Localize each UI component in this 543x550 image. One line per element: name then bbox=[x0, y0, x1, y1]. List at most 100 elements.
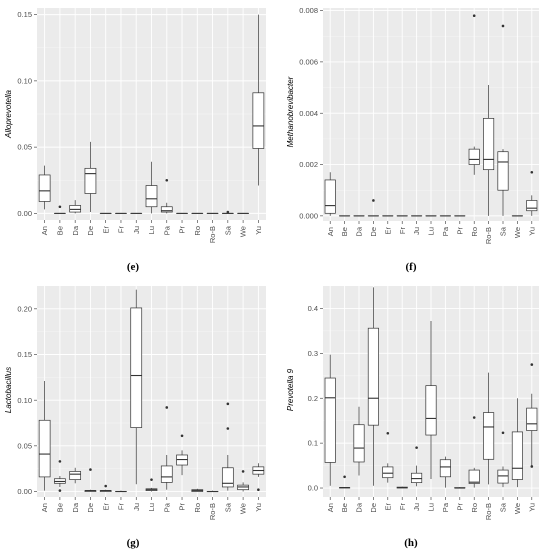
x-tick-label: Da bbox=[355, 226, 364, 236]
outlier-point bbox=[58, 460, 62, 463]
box-Sa bbox=[221, 402, 234, 491]
x-tick-label: Er bbox=[383, 226, 392, 234]
box-Fr bbox=[115, 490, 127, 493]
x-tick-label: We bbox=[239, 226, 248, 237]
box-An bbox=[324, 354, 336, 486]
x-tick-label: Ro-B bbox=[208, 226, 217, 243]
x-tick-label: Ro-B bbox=[208, 503, 217, 520]
box-body bbox=[497, 151, 509, 191]
y-tick-label: 0.3 bbox=[308, 349, 318, 358]
box-Be bbox=[339, 475, 351, 489]
box-body bbox=[160, 206, 173, 213]
box-body bbox=[160, 465, 173, 483]
box-body bbox=[483, 117, 495, 171]
y-axis-label: Alloprevotella bbox=[4, 89, 13, 139]
y-tick-label: 0.05 bbox=[17, 441, 32, 450]
outlier-point bbox=[89, 468, 92, 471]
x-tick-label: An bbox=[326, 503, 335, 512]
chart-panel-g: 0.00 0.05 0.10 0.15 0.20 An Be Da De Er Fr Ju Lu Pa Pr… bbox=[4, 286, 266, 520]
y-tick-label: 0.4 bbox=[308, 304, 318, 313]
y-tick-label: 0.15 bbox=[17, 10, 32, 19]
outlier-point bbox=[241, 470, 245, 473]
outlier-point bbox=[58, 205, 62, 209]
box-De bbox=[367, 287, 379, 486]
box-De bbox=[367, 199, 379, 217]
box-Ro bbox=[468, 14, 480, 175]
box-An bbox=[38, 380, 51, 491]
box-body bbox=[425, 385, 437, 436]
x-tick-label: Fr bbox=[398, 503, 407, 511]
box-Lu bbox=[425, 321, 437, 480]
y-axis-label: Methanobrevibacter bbox=[286, 76, 295, 147]
y-tick-label: 0.002 bbox=[299, 160, 318, 169]
box-body bbox=[145, 185, 158, 208]
x-tick-label: We bbox=[239, 503, 248, 514]
box-body bbox=[84, 167, 97, 194]
outlier-point bbox=[530, 363, 534, 366]
x-tick-label: Lu bbox=[427, 227, 436, 235]
outlier-point bbox=[257, 488, 260, 491]
x-tick-label: De bbox=[369, 503, 378, 513]
y-tick-label: 0.00 bbox=[17, 487, 32, 496]
box-Ro-B bbox=[483, 84, 495, 216]
box-Er bbox=[99, 484, 112, 492]
box-Yu bbox=[526, 170, 538, 216]
box-Pa bbox=[439, 456, 451, 488]
x-tick-label: Ro bbox=[193, 503, 202, 513]
box-body bbox=[324, 377, 336, 463]
box-body bbox=[439, 459, 451, 478]
y-tick-label: 0.00 bbox=[17, 209, 32, 218]
chart-panel-f: 0.000 0.002 0.004 0.006 0.008 An Be Da De Er Fr Ju L… bbox=[286, 6, 539, 244]
box-Lu bbox=[145, 478, 158, 492]
x-tick-label: De bbox=[86, 226, 95, 236]
box-Ju bbox=[130, 289, 143, 485]
box-Fr bbox=[396, 486, 408, 489]
box-body bbox=[411, 472, 423, 483]
x-tick-label: Lu bbox=[147, 226, 156, 234]
box-Sa bbox=[497, 431, 509, 488]
box-body bbox=[468, 148, 480, 165]
y-tick-label: 0.004 bbox=[299, 109, 318, 118]
box-Be bbox=[54, 460, 66, 492]
outlier-point bbox=[415, 446, 418, 449]
panel-caption-g: (g) bbox=[127, 537, 140, 549]
box-Er bbox=[382, 431, 394, 483]
x-tick-label: Er bbox=[101, 225, 110, 233]
x-tick-label: Fr bbox=[117, 226, 126, 234]
x-tick-label: Pr bbox=[178, 225, 187, 233]
x-tick-label: Da bbox=[71, 502, 80, 512]
box-Ro-B bbox=[206, 490, 219, 493]
box-Ro bbox=[468, 416, 480, 488]
x-tick-label: We bbox=[513, 227, 522, 238]
outlier-point bbox=[104, 484, 107, 488]
x-tick-label: De bbox=[86, 503, 95, 513]
outlier-point bbox=[472, 416, 476, 419]
x-tick-label: Be bbox=[340, 227, 349, 236]
box-Lu bbox=[145, 161, 158, 214]
box-De bbox=[84, 468, 97, 492]
box-body bbox=[367, 327, 379, 426]
outlier-point bbox=[226, 427, 230, 430]
box-We bbox=[237, 470, 249, 492]
x-tick-label: De bbox=[369, 227, 378, 237]
outlier-point bbox=[372, 199, 375, 202]
x-tick-label: Pr bbox=[455, 502, 464, 510]
x-tick-label: Pr bbox=[178, 502, 187, 510]
x-tick-label: We bbox=[513, 503, 522, 514]
x-tick-label: An bbox=[326, 227, 335, 236]
x-tick-label: Ju bbox=[412, 503, 421, 511]
y-tick-label: 0.10 bbox=[17, 396, 32, 405]
x-tick-label: Yu bbox=[527, 503, 536, 512]
box-body bbox=[468, 469, 480, 484]
outlier-point bbox=[472, 14, 476, 17]
outlier-point bbox=[226, 402, 230, 406]
outlier-point bbox=[501, 431, 505, 435]
box-body bbox=[353, 424, 365, 463]
box-Ju bbox=[411, 446, 423, 487]
y-tick-label: 0.008 bbox=[299, 6, 318, 15]
y-tick-label: 0.000 bbox=[299, 211, 318, 220]
y-axis-label: Lactobacillus bbox=[4, 367, 13, 413]
y-tick-label: 0.006 bbox=[299, 57, 318, 66]
x-tick-label: Da bbox=[71, 225, 80, 235]
